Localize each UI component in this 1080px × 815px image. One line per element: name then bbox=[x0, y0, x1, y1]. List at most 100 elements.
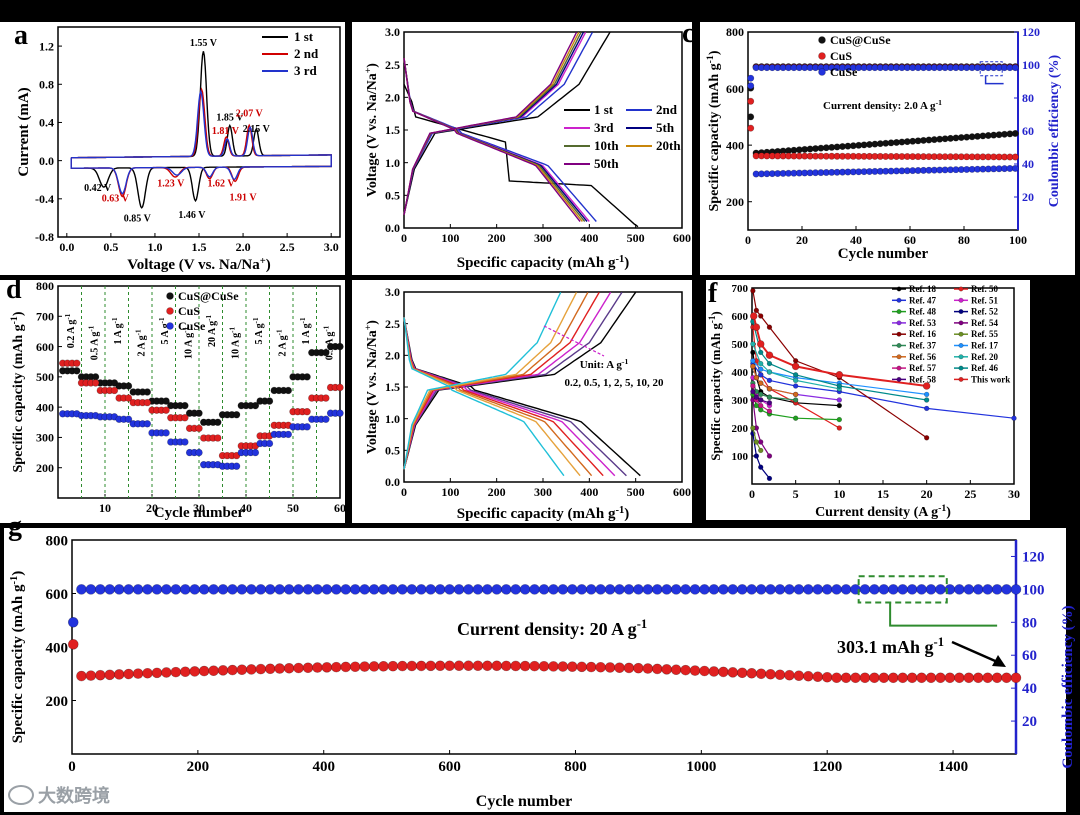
peak-annotation: 0.42 V bbox=[84, 183, 112, 194]
ce-point bbox=[670, 584, 682, 595]
x-tick-label: 10 bbox=[99, 501, 111, 515]
capacity-point bbox=[322, 348, 330, 357]
ref-point bbox=[753, 453, 760, 459]
panel-letter: d bbox=[6, 274, 22, 305]
rate-label-part: 10 A g bbox=[183, 333, 194, 359]
ce-point bbox=[604, 584, 616, 595]
legend-label: CuS bbox=[830, 49, 852, 63]
ref-line bbox=[752, 321, 927, 401]
x-tick-label: 1.5 bbox=[192, 240, 207, 254]
ref-point bbox=[766, 453, 773, 459]
capacity-point bbox=[189, 666, 201, 677]
capacity-point bbox=[755, 668, 767, 680]
capacity-point bbox=[472, 660, 484, 672]
x-tick-label: 20 bbox=[146, 501, 158, 515]
capacity-point bbox=[747, 124, 755, 132]
y-tick-label: 3.0 bbox=[385, 25, 400, 39]
x-tick-label: 600 bbox=[673, 231, 691, 245]
ce-point bbox=[519, 584, 531, 595]
capacity-point bbox=[1011, 129, 1019, 137]
cv-curve bbox=[70, 89, 332, 195]
capacity-point bbox=[793, 670, 805, 682]
legend-marker bbox=[818, 68, 826, 76]
ce-point bbox=[747, 74, 755, 82]
ce-point bbox=[227, 584, 238, 595]
capacity-point bbox=[746, 667, 757, 679]
legend-label: 2nd bbox=[656, 102, 678, 117]
charge-curve bbox=[403, 291, 562, 470]
ce-point bbox=[236, 584, 248, 595]
rate-label: 5 A g-1 bbox=[158, 317, 171, 344]
capacity-point bbox=[548, 661, 559, 672]
rate-label: 5 A g-1 bbox=[252, 317, 265, 344]
rate-label-part: -1 bbox=[228, 327, 236, 333]
x-tick-label: 0 bbox=[749, 487, 755, 501]
ref-point bbox=[836, 397, 843, 403]
ref-point bbox=[758, 447, 764, 454]
capacity-point bbox=[708, 666, 720, 677]
y-axis-label-part: ) bbox=[708, 311, 723, 315]
capacity-point bbox=[251, 401, 260, 410]
panel-g: 0 200 400 600 800 1000 1200 1400 200 400 600 800 20 4… bbox=[8, 511, 1076, 810]
legend-label: 3 rd bbox=[294, 63, 318, 78]
ce-point bbox=[784, 584, 795, 595]
ce-point bbox=[368, 584, 380, 595]
y-tick-label: 800 bbox=[46, 533, 69, 549]
y-axis-label: Voltage (V vs. Na/Na+) bbox=[363, 63, 381, 197]
ce-point bbox=[208, 584, 219, 595]
capacity-point bbox=[869, 672, 880, 684]
x-tick-label: 600 bbox=[438, 759, 461, 775]
peak-annotation: 1.62 V bbox=[208, 178, 236, 189]
capacity-point bbox=[803, 670, 814, 682]
x-axis-label-part: Cycle number bbox=[476, 793, 572, 810]
ce-point bbox=[529, 584, 540, 595]
capacity-point bbox=[651, 663, 663, 675]
capacity-point bbox=[340, 661, 352, 673]
final-capacity-label: 303.1 mAh g-1 bbox=[837, 635, 944, 657]
capacity-point bbox=[284, 430, 292, 439]
capacity-point bbox=[812, 671, 824, 683]
y-tick-label: 0.0 bbox=[385, 475, 400, 489]
capacity-point bbox=[482, 660, 493, 672]
ce-point bbox=[283, 584, 295, 595]
capacity-point bbox=[765, 668, 776, 680]
y-tick-label: 2.5 bbox=[385, 317, 400, 331]
x-tick-label: 100 bbox=[441, 231, 459, 245]
current-density-label: Current density: 2.0 A g-1 bbox=[823, 98, 942, 113]
capacity-point bbox=[336, 409, 344, 417]
ce-point bbox=[378, 584, 389, 595]
rate-label-part: -1 bbox=[322, 325, 330, 331]
x-axis-label-part: -1 bbox=[615, 254, 624, 265]
capacity-point bbox=[887, 672, 899, 684]
peak-annotation: 0.63 V bbox=[102, 194, 130, 205]
x-axis-label: Current density (A g-1) bbox=[815, 503, 951, 521]
capacity-point bbox=[415, 660, 427, 672]
peak-annotation: 2.07 V bbox=[236, 109, 264, 120]
ce-point bbox=[746, 584, 757, 595]
ref-point bbox=[766, 408, 773, 414]
ce-point bbox=[736, 584, 748, 595]
x-tick-label: 400 bbox=[312, 759, 335, 775]
ce-point bbox=[415, 584, 427, 595]
ref-point bbox=[758, 464, 764, 470]
unit-label-part: -1 bbox=[622, 357, 629, 366]
x-axis-label-part: Voltage (V vs. Na/Na bbox=[127, 257, 260, 273]
peak-annotation: 0.85 V bbox=[124, 214, 152, 225]
ce-point bbox=[95, 584, 106, 595]
ref-point bbox=[752, 323, 761, 332]
x-axis-label-part: ) bbox=[946, 505, 951, 520]
x-tick-label: 15 bbox=[877, 487, 889, 501]
capacity-point bbox=[406, 660, 418, 672]
capacity-point bbox=[670, 664, 682, 676]
y-tick-label: 100 bbox=[732, 451, 749, 463]
capacity-point bbox=[774, 669, 786, 681]
capacity-point bbox=[195, 409, 203, 417]
highlight-box bbox=[857, 575, 948, 604]
ref-point bbox=[758, 366, 764, 372]
x-tick-label: 60 bbox=[334, 501, 346, 515]
capacity-point bbox=[718, 666, 729, 678]
capacity-point bbox=[124, 382, 133, 390]
capacity-point bbox=[113, 669, 125, 680]
capacity-point bbox=[195, 448, 203, 457]
ref-point bbox=[923, 397, 930, 403]
